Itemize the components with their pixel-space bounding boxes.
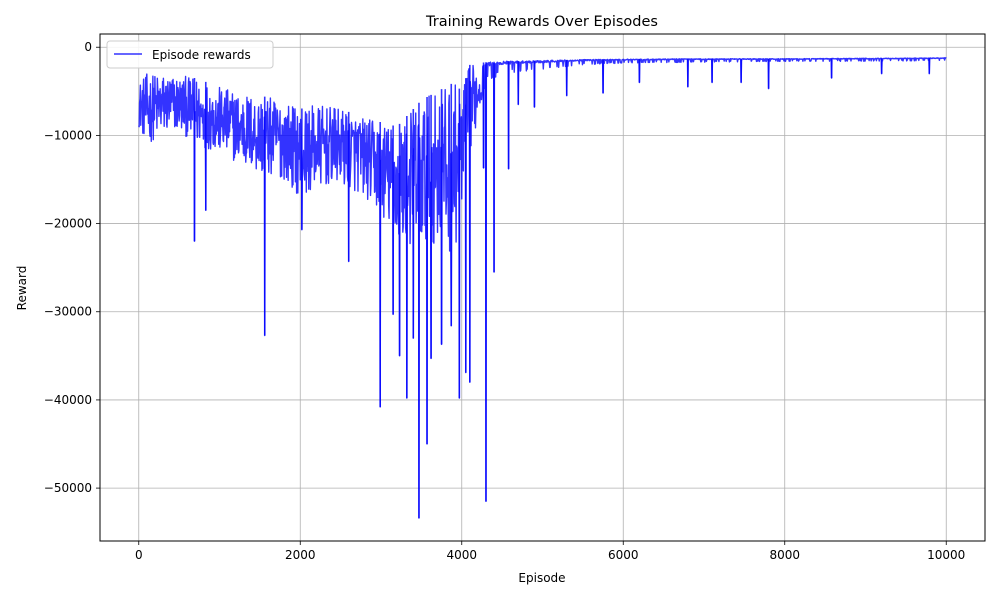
y-tick-label: 0 [84, 40, 92, 54]
legend: Episode rewards [106, 40, 274, 69]
x-axis-label: Episode [518, 571, 565, 585]
chart-title: Training Rewards Over Episodes [425, 14, 658, 30]
legend-box [106, 40, 274, 69]
y-tick-label: −30000 [44, 305, 92, 319]
x-tick-label: 8000 [769, 548, 800, 562]
x-tick-label: 6000 [608, 548, 639, 562]
x-axis-ticks: 0 2000 4000 6000 8000 10000 [135, 541, 965, 562]
y-axis-label: Reward [15, 266, 29, 311]
x-tick-label: 4000 [446, 548, 477, 562]
y-tick-label: −20000 [44, 217, 92, 231]
series-episode-rewards [138, 57, 947, 519]
y-tick-label: −50000 [44, 481, 92, 495]
x-tick-label: 10000 [927, 548, 965, 562]
series-line [138, 57, 947, 519]
y-tick-label: −40000 [44, 393, 92, 407]
y-axis-ticks: 0 −10000 −20000 −30000 −40000 −50000 [44, 40, 100, 495]
x-tick-label: 2000 [285, 548, 316, 562]
x-tick-label: 0 [135, 548, 143, 562]
y-tick-label: −10000 [44, 128, 92, 142]
legend-entry: Episode rewards [152, 48, 251, 62]
plot-area [99, 33, 986, 542]
